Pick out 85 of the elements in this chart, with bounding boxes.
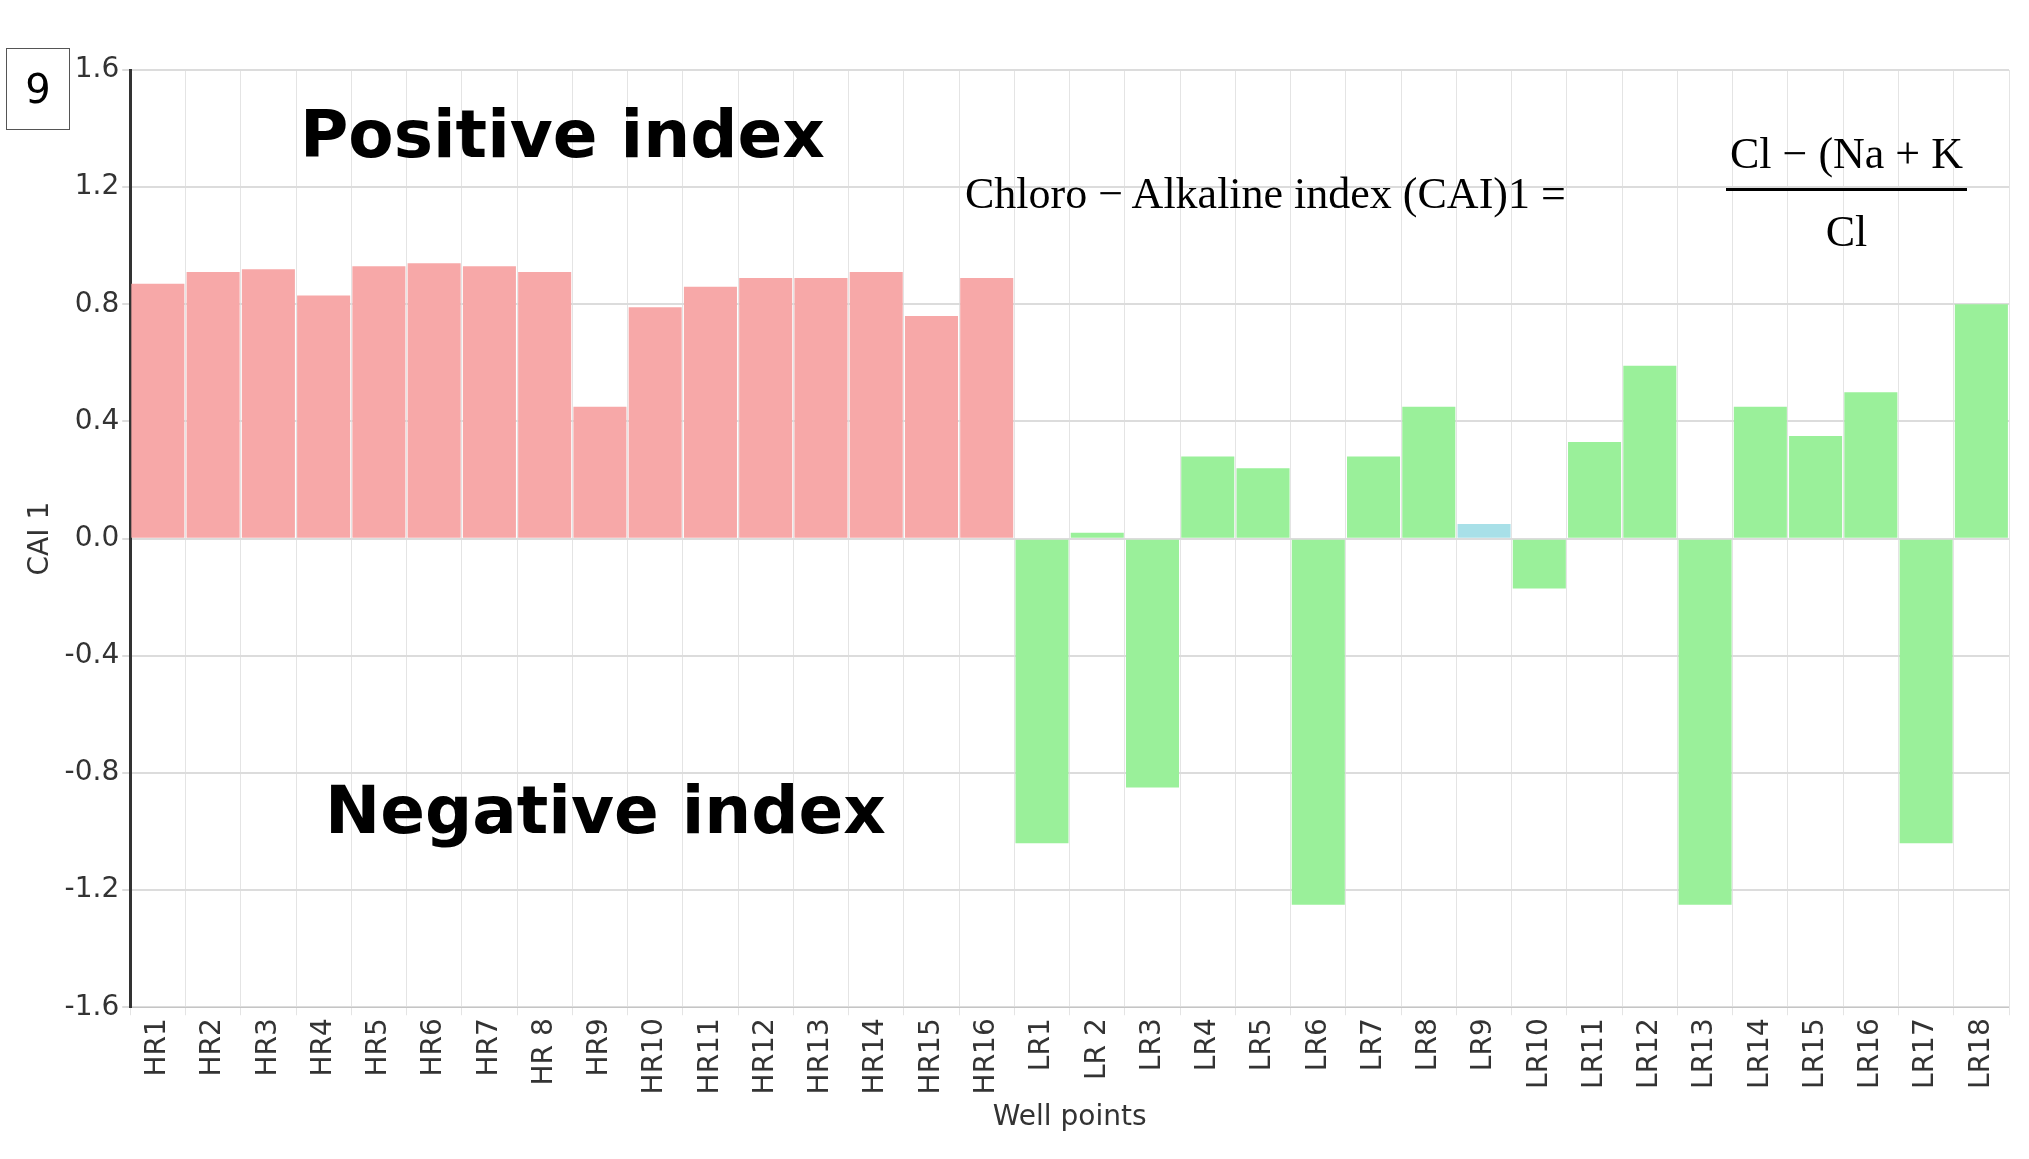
y-tick-label: -1.6 — [64, 988, 120, 1022]
bar — [352, 266, 406, 538]
x-tick-label: HR9 — [581, 1018, 615, 1077]
x-tick-label: LR1 — [1023, 1018, 1057, 1072]
y-tick-label: -0.4 — [64, 637, 120, 671]
bar — [1236, 468, 1290, 538]
x-tick-label: LR3 — [1133, 1018, 1167, 1072]
y-tick-label: 0.4 — [74, 402, 120, 436]
bar — [794, 277, 848, 538]
bar — [628, 307, 682, 538]
bar — [297, 295, 351, 538]
bar — [1291, 539, 1345, 905]
x-tick-label: HR14 — [857, 1018, 891, 1095]
bar — [1125, 539, 1180, 788]
x-tick-label: LR18 — [1962, 1018, 1996, 1089]
x-tick-label: LR4 — [1189, 1018, 1223, 1072]
bar — [904, 316, 958, 538]
bar — [1512, 539, 1566, 589]
bar — [1954, 304, 2008, 538]
annotation: Cl − (Na + K — [1730, 128, 1963, 179]
x-tick-label: LR16 — [1852, 1018, 1886, 1089]
x-tick-label: LR 2 — [1078, 1018, 1112, 1081]
y-axis-title: CAI 1 — [22, 501, 56, 576]
x-tick-label: LR9 — [1465, 1018, 1499, 1072]
y-tick-label: 1.6 — [74, 51, 120, 85]
x-tick-label: LR7 — [1354, 1018, 1388, 1072]
bar — [462, 266, 516, 538]
bar — [849, 272, 903, 538]
x-tick-label: LR10 — [1520, 1018, 1554, 1089]
x-tick-label: HR4 — [304, 1018, 338, 1077]
bar — [1899, 539, 1953, 844]
bar — [1181, 456, 1235, 538]
x-tick-label: LR5 — [1244, 1018, 1278, 1072]
bar — [241, 269, 295, 538]
x-tick-label: HR16 — [968, 1018, 1002, 1095]
x-tick-label: LR13 — [1686, 1018, 1720, 1089]
annotation: Chloro − Alkaline index (CAI)1 = — [965, 168, 1566, 219]
x-tick-label: LR17 — [1907, 1018, 1941, 1089]
x-tick-label: HR10 — [636, 1018, 670, 1095]
bar — [1844, 392, 1898, 538]
bar — [573, 406, 627, 538]
x-tick-label: LR8 — [1410, 1018, 1444, 1072]
text: 9 — [6, 48, 70, 130]
bar — [960, 277, 1014, 538]
y-tick-label: 0.0 — [74, 519, 120, 553]
x-tick-label: HR7 — [470, 1018, 504, 1077]
x-tick-label: HR1 — [139, 1018, 173, 1077]
x-tick-label: HR 8 — [525, 1018, 559, 1086]
bar — [518, 272, 572, 538]
y-tick-label: -1.2 — [64, 871, 120, 905]
y-tick-label: 1.2 — [74, 168, 120, 202]
bar — [186, 272, 240, 538]
x-tick-label: HR6 — [415, 1018, 449, 1077]
bar — [131, 283, 185, 538]
annotation: Positive index — [300, 96, 825, 173]
x-tick-label: HR5 — [360, 1018, 394, 1077]
y-tick-label: -0.8 — [64, 754, 120, 788]
x-tick-label: LR15 — [1796, 1018, 1830, 1089]
annotation: Negative index — [325, 772, 886, 849]
annotation: Cl — [1825, 206, 1868, 257]
x-tick-label: LR6 — [1299, 1018, 1333, 1072]
bar — [1678, 539, 1732, 905]
bar — [1623, 365, 1677, 538]
bar — [683, 286, 737, 538]
x-tick-label: LR11 — [1575, 1018, 1609, 1089]
x-tick-label: LR14 — [1741, 1018, 1775, 1089]
x-axis-title: Well points — [992, 1099, 1147, 1133]
bar — [1402, 406, 1456, 538]
x-tick-label: HR15 — [912, 1018, 946, 1095]
bar — [1457, 523, 1511, 538]
x-tick-label: HR11 — [691, 1018, 725, 1095]
bar — [739, 277, 793, 538]
x-tick-label: HR2 — [194, 1018, 228, 1077]
bar — [1568, 441, 1622, 538]
x-tick-label: HR13 — [802, 1018, 836, 1095]
y-tick-label: 0.8 — [74, 285, 120, 319]
bar — [1070, 532, 1124, 538]
bar — [1733, 406, 1787, 538]
bar — [1347, 456, 1401, 538]
bar — [407, 263, 461, 538]
x-tick-label: HR3 — [249, 1018, 283, 1077]
x-tick-label: HR12 — [746, 1018, 780, 1095]
x-tick-label: LR12 — [1631, 1018, 1665, 1089]
bar — [1015, 539, 1069, 844]
bar — [1789, 436, 1843, 538]
